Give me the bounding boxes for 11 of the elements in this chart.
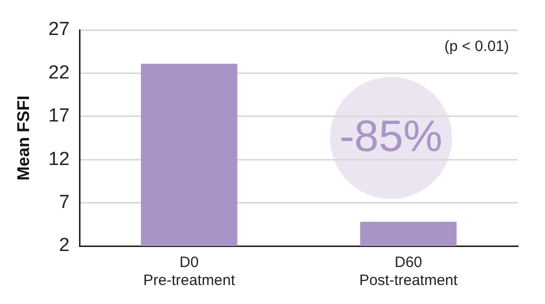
y-tick-label: 22 <box>48 62 70 84</box>
x-tick-label: D0 Pre-treatment <box>143 254 236 290</box>
annotation: -85% <box>338 112 444 162</box>
y-tick-label: 7 <box>58 192 70 214</box>
x-tick-label: D60 Post-treatment <box>359 254 458 290</box>
annotation: (p < 0.01) <box>444 38 509 55</box>
y-tick-label: 17 <box>48 106 70 127</box>
y-tick-label: 27 <box>48 19 70 40</box>
y-axis-title: Mean FSFI <box>14 95 33 181</box>
y-tick-label: 2 <box>58 235 70 256</box>
y-tick-label: 12 <box>48 148 70 170</box>
